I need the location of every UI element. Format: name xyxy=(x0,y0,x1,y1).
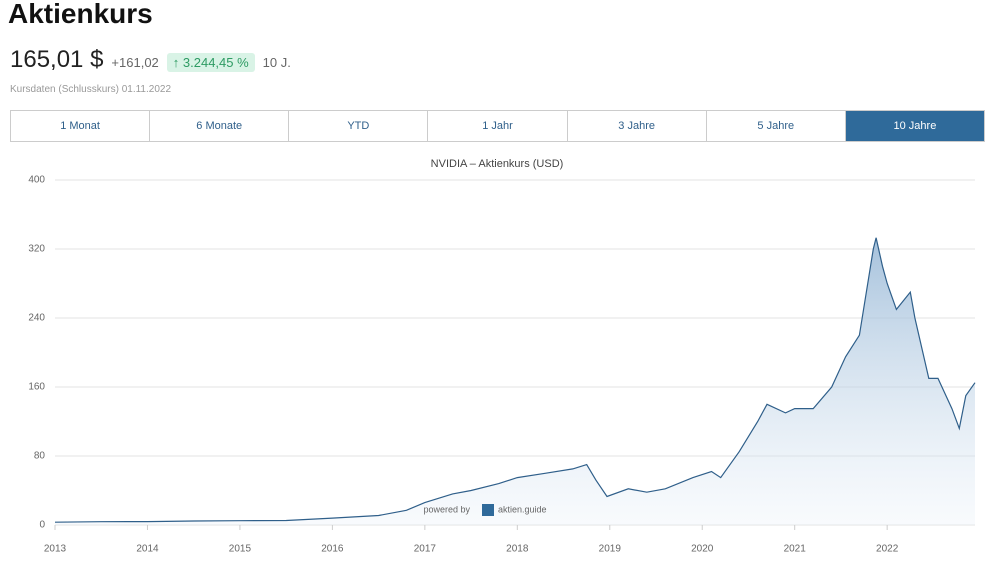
tab[interactable]: 10 Jahre xyxy=(845,111,984,141)
price-row: 165,01 $ +161,02 ↑ 3.244,45 % 10 J. xyxy=(10,46,291,74)
line xyxy=(54,237,976,523)
chart-title: NVIDIA – Aktienkurs (USD) xyxy=(431,158,564,170)
x-tick-label: 2020 xyxy=(691,544,714,555)
tab[interactable]: 1 Jahr xyxy=(428,111,568,141)
y-tick-label: 80 xyxy=(34,451,46,462)
tab[interactable]: 1 Monat xyxy=(11,111,151,141)
watermark-logo xyxy=(482,504,494,516)
tabs: 1 Monat 6 Monate YTD 1 Jahr 3 Jahre 5 Jahre 10… xyxy=(10,110,985,142)
y-tick-label: 320 xyxy=(28,244,45,255)
x-tick-label: 2022 xyxy=(876,544,899,555)
title: Aktienkurs xyxy=(8,0,153,29)
y-tick-label: 240 xyxy=(28,313,45,324)
period: 10 J. xyxy=(262,55,291,70)
x-tick-label: 2018 xyxy=(506,544,529,555)
watermark-prefix: powered by xyxy=(423,504,470,514)
chart: NVIDIA – Aktienkurs (USD) 0 80 160 240 320 40… xyxy=(28,158,976,555)
y-tick-label: 160 xyxy=(28,382,45,393)
price: 165,01 $ xyxy=(10,46,104,73)
x-tick-label: 2013 xyxy=(44,544,67,555)
tab[interactable]: 5 Jahre xyxy=(707,111,846,141)
x-tick-label: 2016 xyxy=(321,544,344,555)
change-pct: ↑ 3.244,45 % xyxy=(166,53,255,72)
change-abs: +161,02 xyxy=(111,55,159,70)
x-tick-label: 2021 xyxy=(784,544,807,555)
tab[interactable]: 6 Monate xyxy=(150,111,290,141)
y-tick-label: 400 xyxy=(28,175,45,186)
note: Kursdaten (Schlusskurs) 01.11.2022 xyxy=(10,84,172,95)
x-tick-label: 2017 xyxy=(414,544,437,555)
y-tick-label: 0 xyxy=(39,520,45,531)
tab[interactable]: 3 Jahre xyxy=(568,111,707,141)
x-tick-label: 2015 xyxy=(229,544,252,555)
area xyxy=(55,237,975,526)
watermark-brand: aktien.guide xyxy=(498,504,547,514)
tab[interactable]: YTD xyxy=(289,111,429,141)
x-tick-label: 2019 xyxy=(599,544,622,555)
x-tick-label: 2014 xyxy=(136,544,159,555)
